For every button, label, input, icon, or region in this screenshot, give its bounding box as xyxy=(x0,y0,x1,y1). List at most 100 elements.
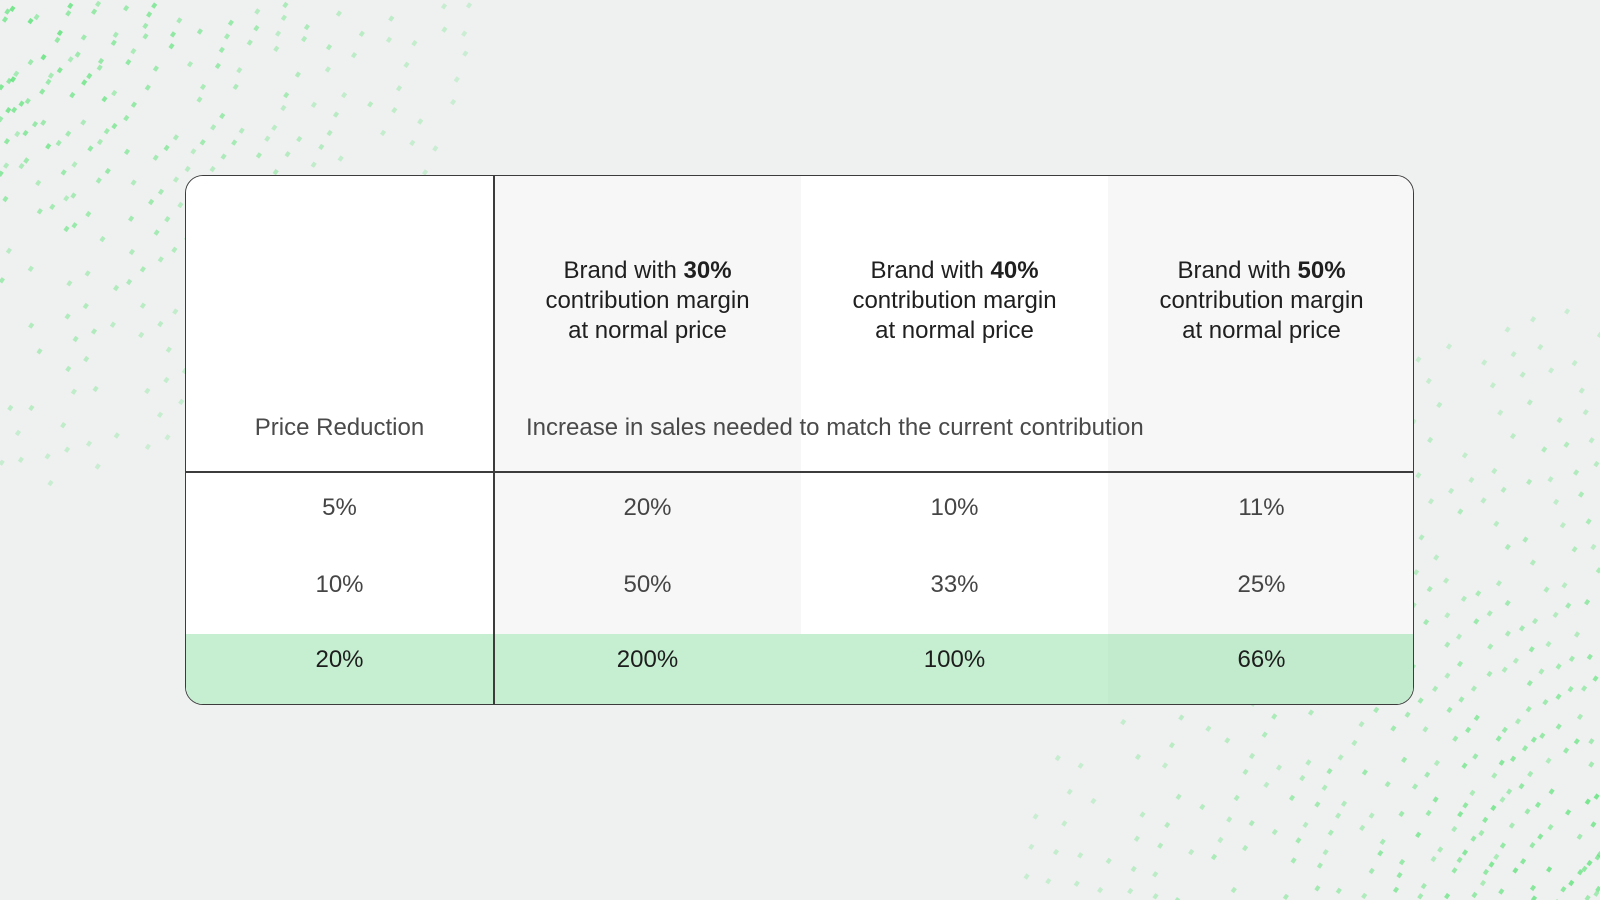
decor-dot xyxy=(1588,437,1595,444)
decor-dot xyxy=(1054,754,1061,762)
decor-dot xyxy=(1423,618,1430,626)
decor-dot xyxy=(28,322,35,329)
row-header-title: Price Reduction xyxy=(254,414,425,441)
decor-dot xyxy=(1482,868,1489,876)
decor-dot xyxy=(1157,842,1164,849)
decor-dot xyxy=(1446,706,1453,714)
decor-dot xyxy=(1361,892,1368,900)
decor-dot xyxy=(67,56,74,63)
decor-dot xyxy=(341,91,348,99)
decor-dot xyxy=(1359,824,1366,832)
value-cell: 200% xyxy=(616,646,679,673)
decor-dot xyxy=(142,33,149,40)
decor-dot xyxy=(60,169,67,176)
decor-dot xyxy=(1470,835,1477,842)
decor-dot xyxy=(111,89,118,97)
decor-dot xyxy=(1514,718,1522,725)
decor-dot xyxy=(1392,886,1400,893)
decor-dot xyxy=(1530,895,1538,900)
decor-dot xyxy=(1510,755,1517,762)
decor-dot xyxy=(1368,867,1375,875)
decor-dot xyxy=(1133,835,1140,842)
decor-dot xyxy=(1032,813,1039,820)
decor-dot xyxy=(18,100,25,107)
decor-dot xyxy=(1415,831,1422,838)
decor-dot xyxy=(1335,887,1342,894)
decor-dot xyxy=(1175,793,1182,800)
decor-dot xyxy=(1217,836,1224,844)
decor-dot xyxy=(1546,866,1553,873)
decor-dot xyxy=(65,365,72,373)
decor-dot xyxy=(1248,752,1256,760)
decor-dot xyxy=(1573,631,1581,638)
decor-dot xyxy=(1152,893,1159,900)
decor-dot xyxy=(1592,675,1599,682)
decor-dot xyxy=(184,165,191,173)
decor-dot xyxy=(104,167,111,175)
decor-dot xyxy=(196,96,203,103)
decor-dot xyxy=(87,145,94,152)
decor-dot xyxy=(1488,861,1495,868)
decor-dot xyxy=(0,83,5,91)
decor-dot xyxy=(65,10,72,17)
decor-dot xyxy=(1493,520,1500,527)
decor-dot xyxy=(1518,782,1525,790)
decor-dot xyxy=(80,34,87,41)
decor-dot xyxy=(1417,697,1424,704)
decor-dot xyxy=(1576,833,1583,840)
decor-dot xyxy=(196,28,203,35)
decor-dot xyxy=(264,135,271,142)
decor-dot xyxy=(1302,821,1309,828)
decor-dot xyxy=(1568,655,1575,662)
decor-dot xyxy=(1398,858,1406,866)
decor-dot xyxy=(232,83,239,90)
decor-dot xyxy=(1415,472,1422,479)
column-divider xyxy=(493,176,495,704)
decor-dot xyxy=(1585,518,1592,525)
decor-dot xyxy=(169,31,177,38)
header-line2: contribution margin xyxy=(545,287,750,314)
decor-dot xyxy=(1565,602,1572,609)
decor-dot xyxy=(1424,771,1431,778)
decor-dot xyxy=(1358,720,1365,728)
decor-dot xyxy=(1316,862,1323,869)
decor-dot xyxy=(1373,706,1380,714)
decor-dot xyxy=(324,66,331,73)
decor-dot xyxy=(0,277,5,284)
decor-dot xyxy=(1530,736,1537,743)
decor-dot xyxy=(146,11,153,18)
decor-dot xyxy=(1233,794,1240,802)
decor-dot xyxy=(1426,585,1433,593)
price-reduction-table: Brand with 30% contribution margin at no… xyxy=(185,175,1414,705)
decor-dot xyxy=(1542,698,1549,706)
decor-dot xyxy=(1473,714,1480,721)
decor-dot xyxy=(1584,894,1591,900)
decor-dot xyxy=(1045,878,1052,885)
decor-dot xyxy=(1130,865,1137,873)
decor-dot xyxy=(440,3,448,10)
decor-dot xyxy=(1224,737,1231,744)
decor-dot xyxy=(70,192,77,199)
decor-dot xyxy=(0,170,4,177)
decor-dot xyxy=(1368,812,1375,819)
decor-dot xyxy=(157,188,165,195)
decor-dot xyxy=(177,201,184,209)
decor-dot xyxy=(1555,663,1562,670)
decor-dot xyxy=(49,203,56,210)
decor-dot xyxy=(99,235,106,243)
decor-dot xyxy=(113,284,120,292)
decor-dot xyxy=(1337,754,1344,761)
decor-dot xyxy=(227,19,234,26)
decor-dot xyxy=(1473,618,1480,625)
decor-dot xyxy=(1499,796,1506,803)
value-cell: 50% xyxy=(623,571,672,598)
decor-dot xyxy=(69,91,76,99)
decor-dot xyxy=(1487,643,1494,650)
decor-dot xyxy=(1456,660,1464,668)
decor-dot xyxy=(1555,693,1562,700)
decor-dot xyxy=(1097,886,1104,894)
decor-dot xyxy=(1437,846,1444,853)
decor-dot xyxy=(236,67,243,74)
decor-dot xyxy=(1539,732,1546,739)
decor-dot xyxy=(91,8,98,15)
